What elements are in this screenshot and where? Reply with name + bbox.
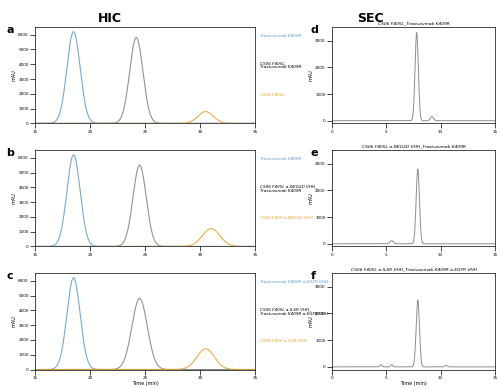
X-axis label: Time (min): Time (min): [132, 381, 158, 386]
Title: CS06 F405L_Trastuzumab K409R: CS06 F405L_Trastuzumab K409R: [378, 21, 450, 25]
Y-axis label: mAU: mAU: [12, 193, 17, 204]
Text: CS06 F405L a-NKG2D VHH_
Trastuzumab K409R: CS06 F405L a-NKG2D VHH_ Trastuzumab K409…: [260, 184, 317, 193]
Text: b: b: [6, 148, 14, 158]
Text: HIC: HIC: [98, 12, 122, 25]
Y-axis label: mAU: mAU: [308, 193, 314, 204]
Text: a: a: [6, 25, 14, 35]
Text: SEC: SEC: [356, 12, 384, 25]
Text: CS06 F405 a-IL6R VHH: CS06 F405 a-IL6R VHH: [260, 339, 306, 343]
Text: CS06 F405L: CS06 F405L: [260, 93, 284, 96]
Text: CS06 F405L a-IL6R VHH_
Trastuzumab K409R a-EGFR VHH: CS06 F405L a-IL6R VHH_ Trastuzumab K409R…: [260, 307, 328, 315]
Title: CS06 F405L a-IL6R VHH_Trastuzumab K409R a-EGFR VHH: CS06 F405L a-IL6R VHH_Trastuzumab K409R …: [350, 268, 476, 272]
Y-axis label: mAU: mAU: [308, 315, 314, 328]
Text: Trastuzumab K409R: Trastuzumab K409R: [260, 34, 301, 38]
Y-axis label: mAU: mAU: [12, 315, 17, 328]
Y-axis label: mAU: mAU: [12, 69, 17, 81]
Text: d: d: [310, 25, 318, 35]
X-axis label: Time (min): Time (min): [400, 381, 427, 386]
Text: c: c: [6, 272, 13, 282]
Y-axis label: mAU: mAU: [308, 69, 314, 81]
Text: f: f: [310, 272, 316, 282]
Text: CS06 F405 a-NKG2D VHH: CS06 F405 a-NKG2D VHH: [260, 216, 312, 220]
Text: Trastuzumab K409R a-EGFR VHH: Trastuzumab K409R a-EGFR VHH: [260, 280, 328, 284]
Text: Trastuzumab K409R: Trastuzumab K409R: [260, 157, 301, 161]
Text: e: e: [310, 148, 318, 158]
Text: CS06 F405L_
Trastuzumab K409R: CS06 F405L_ Trastuzumab K409R: [260, 61, 301, 70]
Title: CS06 F405L a-NKG2D VHH_Trastuzumab K409R: CS06 F405L a-NKG2D VHH_Trastuzumab K409R: [362, 145, 466, 149]
